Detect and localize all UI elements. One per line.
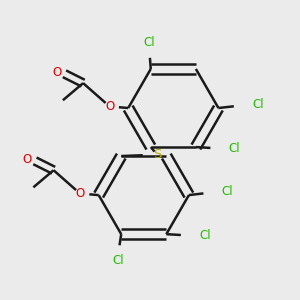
- Text: Cl: Cl: [253, 98, 264, 111]
- Text: Cl: Cl: [143, 36, 155, 49]
- Text: Cl: Cl: [112, 254, 124, 267]
- Text: Cl: Cl: [221, 185, 233, 199]
- Text: O: O: [75, 187, 85, 200]
- Text: O: O: [22, 153, 32, 166]
- Text: Cl: Cl: [199, 229, 211, 242]
- Text: Cl: Cl: [229, 142, 240, 155]
- Text: S: S: [153, 148, 161, 161]
- Text: O: O: [105, 100, 114, 113]
- Text: O: O: [52, 66, 61, 79]
